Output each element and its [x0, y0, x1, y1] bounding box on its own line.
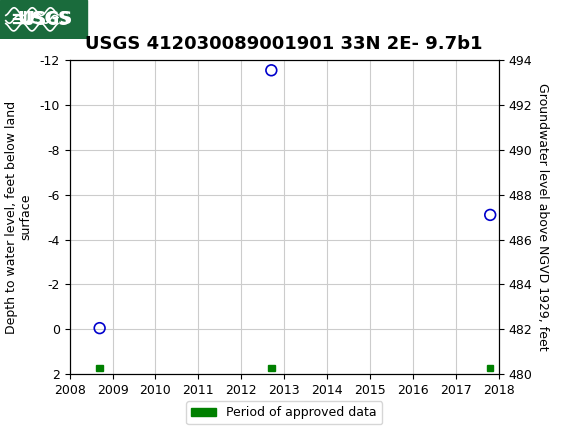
Y-axis label: Depth to water level, feet below land
surface: Depth to water level, feet below land su… [5, 101, 32, 334]
Point [95, 325, 104, 332]
Bar [96, 365, 103, 371]
Bar [0, 0, 87, 39]
Point [485, 212, 495, 218]
Text: USGS: USGS [17, 10, 72, 28]
Y-axis label: Groundwater level above NGVD 1929, feet: Groundwater level above NGVD 1929, feet [536, 83, 549, 351]
Legend: Period of approved data: Period of approved data [186, 401, 382, 424]
Point [267, 67, 276, 74]
Bar [487, 365, 494, 371]
Bar [268, 365, 274, 371]
Title: USGS 412030089001901 33N 2E- 9.7b1: USGS 412030089001901 33N 2E- 9.7b1 [85, 35, 483, 53]
Text: ≡USGS: ≡USGS [12, 10, 70, 29]
